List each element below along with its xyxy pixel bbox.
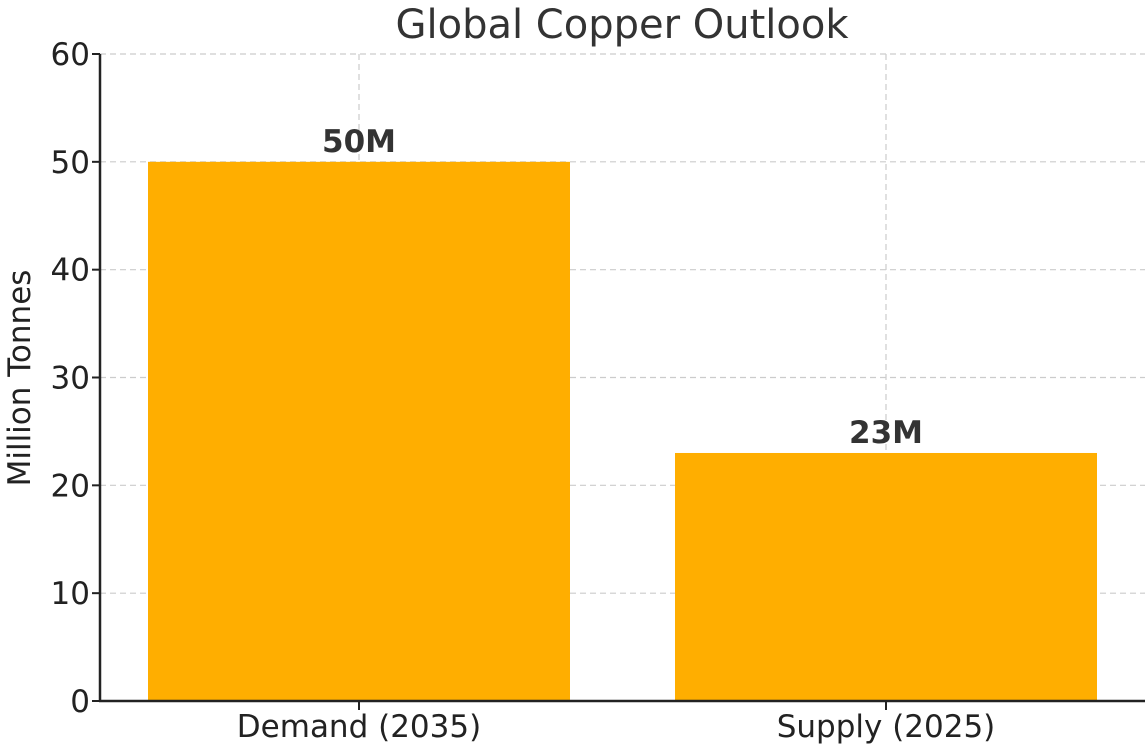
x-tick-label: Supply (2025) — [777, 709, 996, 745]
y-tick-label: 10 — [51, 576, 90, 612]
y-axis-label: Million Tonnes — [2, 270, 38, 487]
bar-data-label: 23M — [849, 415, 923, 451]
y-tick-label: 60 — [51, 37, 90, 73]
bars — [148, 161, 1097, 702]
tick-marks — [92, 53, 887, 710]
data-labels: 50M 23M — [322, 124, 923, 451]
bar — [675, 452, 1097, 701]
chart-title: Global Copper Outlook — [395, 2, 849, 48]
y-tick-label: 50 — [51, 145, 90, 181]
bar — [148, 161, 570, 702]
y-tick-label: 30 — [51, 361, 90, 397]
y-tick-label: 0 — [70, 684, 90, 720]
bar-data-label: 50M — [322, 124, 396, 160]
tick-labels: 0 10 20 30 40 50 60 Demand (2035) Supply (2025) — [51, 37, 996, 745]
y-tick-label: 20 — [51, 468, 90, 504]
y-tick-label: 40 — [51, 253, 90, 289]
x-tick-label: Demand (2035) — [237, 709, 481, 745]
